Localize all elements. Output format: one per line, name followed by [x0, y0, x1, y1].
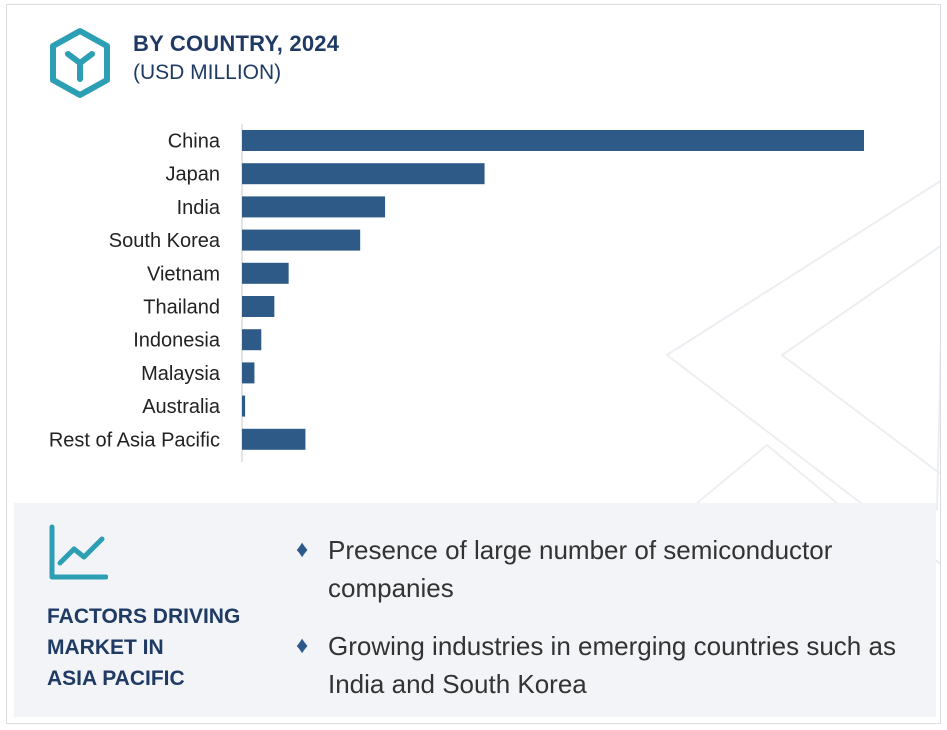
bar-japan	[242, 163, 485, 185]
category-label: Indonesia	[133, 330, 221, 352]
bar-vietnam	[242, 262, 289, 284]
chart-title: BY COUNTRY, 2024	[133, 31, 340, 56]
factors-title-line-3: ASIA PACIFIC	[47, 667, 185, 690]
factors-title-line-2: MARKET IN	[47, 636, 164, 659]
bar-indonesia	[242, 329, 262, 351]
category-label: Malaysia	[141, 363, 221, 385]
infographic-panel: BY COUNTRY, 2024 (USD MILLION) China Japa…	[6, 4, 941, 724]
factor-item: ♦ Presence of large number of semiconduc…	[294, 531, 914, 607]
category-label: Rest of Asia Pacific	[49, 429, 220, 451]
bar-china	[242, 130, 864, 151]
factors-title-line-1: FACTORS DRIVING	[47, 605, 241, 628]
category-label: Australia	[142, 396, 221, 418]
diamond-bullet-icon: ♦	[296, 632, 309, 659]
category-label: Japan	[166, 164, 221, 186]
category-label: China	[168, 131, 221, 153]
diamond-bullet-icon: ♦	[296, 536, 309, 563]
bar-australia	[242, 395, 246, 417]
bar-india	[242, 196, 386, 218]
line-chart-icon	[49, 524, 108, 580]
category-label: India	[177, 197, 221, 219]
factor-item-text: Growing industries in emerging countries…	[328, 631, 896, 699]
category-label: Vietnam	[147, 263, 220, 285]
background-watermark	[665, 180, 940, 565]
factors-list: ♦ Presence of large number of semiconduc…	[294, 531, 914, 723]
bar-south-korea	[242, 229, 361, 251]
hexagon-logo-icon	[50, 28, 110, 98]
bar-thailand	[242, 296, 275, 317]
category-label: South Korea	[109, 230, 221, 252]
chart-subtitle: (USD MILLION)	[133, 61, 282, 84]
category-label: Thailand	[143, 297, 220, 319]
bar-rest-of-asia-pacific	[242, 428, 306, 450]
factors-title: FACTORS DRIVING MARKET IN ASIA PACIFIC	[47, 601, 267, 694]
factors-panel: FACTORS DRIVING MARKET IN ASIA PACIFIC ♦…	[14, 503, 936, 717]
factor-item: ♦ Growing industries in emerging countri…	[294, 627, 914, 703]
bar-chart: China Japan India South Korea Vietnam Thailan…	[49, 124, 864, 462]
factor-item-text: Presence of large number of semiconducto…	[328, 535, 833, 603]
bar-malaysia	[242, 362, 255, 384]
